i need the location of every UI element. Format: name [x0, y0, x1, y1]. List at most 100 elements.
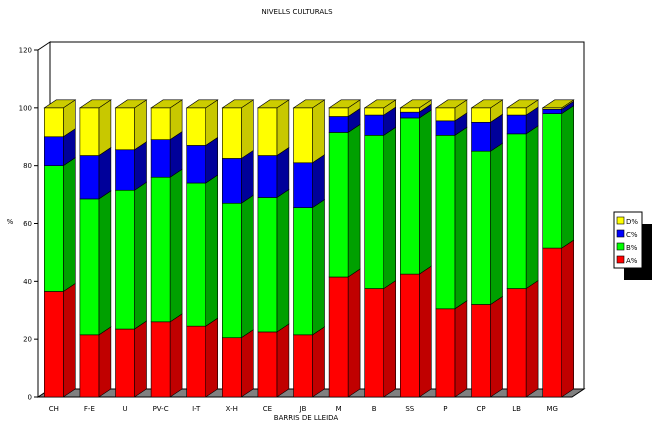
- bar-top-D%: [43, 99, 77, 109]
- bar-B%: [257, 197, 278, 333]
- bar-side-A%: [418, 265, 432, 398]
- y-tick-label: 80: [23, 162, 32, 170]
- bar-A%: [43, 291, 64, 398]
- bar-A%: [364, 288, 385, 398]
- bar-B%: [293, 207, 313, 336]
- bar-A%: [328, 276, 349, 398]
- bar-side-B%: [98, 190, 112, 336]
- bar-top-D%: [221, 99, 255, 109]
- bar-top-D%: [470, 99, 504, 109]
- bar-stack-U: [114, 99, 148, 398]
- bar-A%: [293, 334, 313, 398]
- bar-stack-F-E: [78, 99, 112, 398]
- bar-B%: [150, 176, 171, 323]
- bar-D%: [399, 107, 420, 113]
- x-tick-label: CP: [476, 405, 485, 413]
- bar-D%: [115, 107, 135, 151]
- bar-top-D%: [541, 99, 575, 109]
- x-tick-labels: CH F-E U PV-C I-T X-H CE JB M B SS P CP LB MG: [49, 405, 558, 413]
- back-wall-edge: [50, 41, 585, 389]
- bar-stack-X-H: [221, 99, 255, 398]
- bar-side-B%: [383, 126, 397, 290]
- bar-stack-CH: [43, 99, 77, 398]
- x-tick-label: F-E: [84, 405, 95, 413]
- y-tick-label: 20: [23, 336, 32, 344]
- bar-C%: [506, 114, 527, 135]
- bar-B%: [115, 189, 135, 330]
- bar-A%: [471, 304, 491, 398]
- bar-side-B%: [561, 105, 575, 249]
- x-tick-label: X-H: [226, 405, 238, 413]
- bar-stack-LB: [506, 99, 540, 398]
- bar-C%: [150, 139, 171, 178]
- bar-top-D%: [114, 99, 148, 109]
- bar-side-B%: [525, 125, 539, 290]
- x-tick-label: U: [122, 405, 127, 413]
- bar-C%: [43, 136, 64, 166]
- bar-side-A%: [205, 317, 218, 398]
- bar-D%: [506, 107, 527, 116]
- bar-side-B%: [490, 142, 503, 306]
- bar-side-A%: [98, 326, 112, 398]
- bar-C%: [79, 155, 100, 200]
- bar-D%: [257, 107, 278, 156]
- bar-B%: [364, 135, 385, 289]
- bar-side-B%: [418, 109, 432, 275]
- bar-C%: [435, 120, 456, 136]
- bar-C%: [364, 114, 385, 136]
- bar-side-B%: [312, 199, 325, 336]
- x-tick-label: MG: [546, 405, 557, 413]
- bar-B%: [399, 117, 420, 275]
- bar-B%: [542, 113, 563, 249]
- bar-side-A%: [347, 268, 361, 398]
- bar-D%: [471, 107, 491, 123]
- bar-A%: [399, 273, 420, 398]
- bar-side-A%: [525, 280, 539, 398]
- bar-side-B%: [241, 194, 254, 339]
- bar-side-A%: [561, 239, 575, 398]
- bar-B%: [79, 198, 100, 336]
- x-tick-label: SS: [405, 405, 414, 413]
- bar-top-D%: [434, 99, 468, 109]
- x-tick-label: JB: [299, 405, 307, 413]
- bar-C%: [115, 149, 135, 191]
- y-axis-label: %: [7, 218, 14, 226]
- bar-C%: [222, 158, 242, 204]
- legend-label-C%: C%: [626, 231, 638, 239]
- legend-label-D%: D%: [626, 218, 638, 226]
- bar-side-C%: [98, 146, 112, 200]
- bar-C%: [471, 121, 491, 152]
- x-tick-label: LB: [512, 405, 521, 413]
- bar-D%: [364, 107, 385, 116]
- bar-side-D%: [134, 99, 147, 151]
- bar-stack-CP: [470, 99, 504, 398]
- bar-B%: [471, 150, 491, 305]
- x-tick-label: B: [372, 405, 377, 413]
- bar-B%: [435, 135, 456, 310]
- bar-side-A%: [490, 295, 503, 398]
- legend-swatch-D%: [616, 216, 625, 225]
- bar-stack-P: [434, 99, 468, 398]
- bar-stack-M: [328, 99, 362, 398]
- y-tick-label: 120: [19, 47, 32, 55]
- x-tick-label: I-T: [192, 405, 201, 413]
- bar-top-D%: [256, 99, 290, 109]
- bar-side-B%: [169, 168, 183, 323]
- bar-A%: [222, 337, 242, 398]
- bar-side-C%: [276, 146, 290, 199]
- bar-C%: [257, 155, 278, 198]
- bar-stack-I-T: [185, 99, 219, 398]
- bar-side-B%: [134, 181, 147, 330]
- bar-top-D%: [150, 99, 184, 109]
- bar-B%: [222, 202, 242, 339]
- x-tick-label: CE: [263, 405, 272, 413]
- bar-side-A%: [383, 280, 397, 398]
- bar-C%: [293, 162, 313, 208]
- legend-swatch-B%: [616, 242, 625, 251]
- bar-D%: [293, 107, 313, 164]
- x-tick-label: M: [336, 405, 342, 413]
- bar-D%: [435, 107, 456, 122]
- bar-top-D%: [185, 99, 219, 109]
- y-tick-label: 100: [19, 104, 32, 112]
- chart-title: NIVELLS CULTURALS: [261, 8, 333, 16]
